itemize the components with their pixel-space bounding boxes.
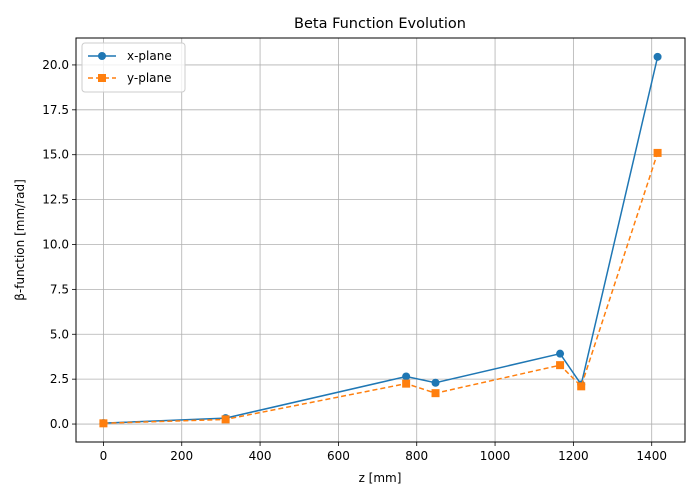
x-tick-label: 200 bbox=[170, 449, 193, 463]
x-tick-label: 1200 bbox=[558, 449, 589, 463]
y-tick-label: 7.5 bbox=[50, 282, 69, 296]
legend: x-plane y-plane bbox=[81, 42, 186, 93]
legend-marker-x-plane bbox=[98, 52, 106, 60]
legend-label-x-plane: x-plane bbox=[127, 49, 172, 63]
y-tick-label: 17.5 bbox=[42, 103, 69, 117]
grid bbox=[76, 38, 685, 442]
plot-frame bbox=[75, 37, 686, 443]
data-point-y-plane bbox=[402, 379, 411, 388]
x-tick-label: 1400 bbox=[636, 449, 667, 463]
data-point-y-plane bbox=[99, 419, 108, 428]
y-tick-label: 10.0 bbox=[42, 237, 69, 251]
chart-title: Beta Function Evolution bbox=[294, 16, 466, 32]
y-tick-label: 5.0 bbox=[50, 327, 69, 341]
data-point-y-plane bbox=[431, 389, 440, 398]
y-tick-label: 15.0 bbox=[42, 148, 69, 162]
legend-label-y-plane: y-plane bbox=[127, 71, 172, 85]
y-tick-label: 20.0 bbox=[42, 58, 69, 72]
x-tick-label: 800 bbox=[405, 449, 428, 463]
x-tick-label: 400 bbox=[249, 449, 272, 463]
data-point-x-plane bbox=[556, 349, 565, 358]
data-point-y-plane bbox=[556, 361, 565, 370]
legend-marker-y-plane bbox=[98, 74, 106, 82]
data-point-x-plane bbox=[431, 378, 440, 387]
data-point-x-plane bbox=[402, 372, 411, 381]
axis-ticks: 0 200 400 600 800 1000 1200 1400 0.0 2.5 5.0 7.5 10.… bbox=[42, 58, 667, 463]
y-tick-label: 2.5 bbox=[50, 372, 69, 386]
y-tick-label: 12.5 bbox=[42, 193, 69, 207]
data-point-y-plane bbox=[653, 148, 662, 157]
data-point-y-plane bbox=[221, 415, 230, 424]
series-layer bbox=[99, 52, 662, 428]
y-axis-label: β-function [mm/rad] bbox=[13, 179, 27, 301]
y-tick-label: 0.0 bbox=[50, 417, 69, 431]
data-point-y-plane bbox=[577, 382, 586, 391]
x-tick-label: 0 bbox=[100, 449, 108, 463]
x-tick-label: 1000 bbox=[480, 449, 511, 463]
x-axis-label: z [mm] bbox=[359, 471, 402, 485]
data-point-x-plane bbox=[653, 52, 662, 61]
x-tick-label: 600 bbox=[327, 449, 350, 463]
